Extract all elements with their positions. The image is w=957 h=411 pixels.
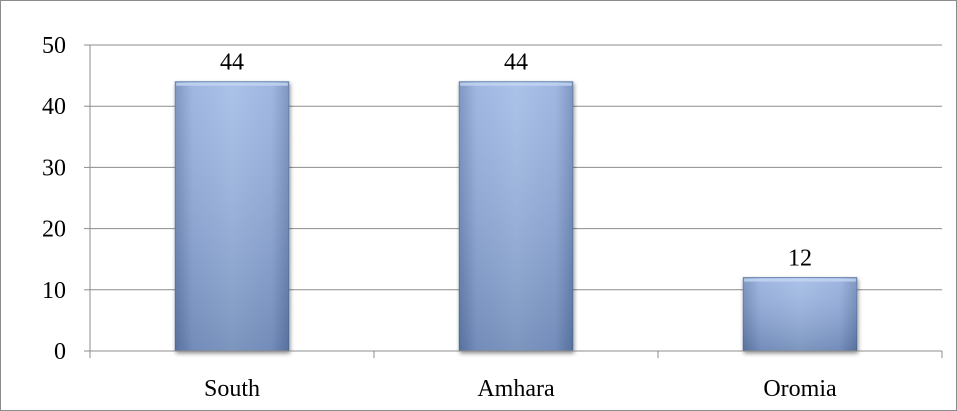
bar-amhara xyxy=(458,81,574,352)
bar-shade xyxy=(175,81,289,351)
bar-shade xyxy=(459,81,573,351)
data-label: 44 xyxy=(220,50,244,76)
y-tick-label: 0 xyxy=(54,339,66,365)
bars xyxy=(174,81,858,352)
y-tick-label: 40 xyxy=(42,94,66,120)
data-labels: 44 44 12 xyxy=(220,50,812,272)
y-tick-label: 50 xyxy=(42,33,66,59)
y-axis-ticks: 0 10 20 30 40 50 xyxy=(42,33,90,365)
x-tick-label: Oromia xyxy=(763,376,837,402)
x-tick-label: Amhara xyxy=(477,376,555,402)
y-tick-label: 30 xyxy=(42,155,66,181)
y-tick-label: 10 xyxy=(42,278,66,304)
bar-shade xyxy=(743,277,857,351)
bar-south xyxy=(174,81,290,352)
data-label: 44 xyxy=(504,50,528,76)
bar-highlight xyxy=(460,82,572,86)
bar-oromia xyxy=(742,277,858,352)
bar-highlight xyxy=(176,82,288,86)
bar-highlight xyxy=(744,278,856,282)
data-label: 12 xyxy=(788,246,812,272)
y-tick-label: 20 xyxy=(42,217,66,243)
axes xyxy=(89,45,943,358)
category-labels: South Amhara Oromia xyxy=(204,376,837,402)
x-tick-label: South xyxy=(204,376,260,402)
